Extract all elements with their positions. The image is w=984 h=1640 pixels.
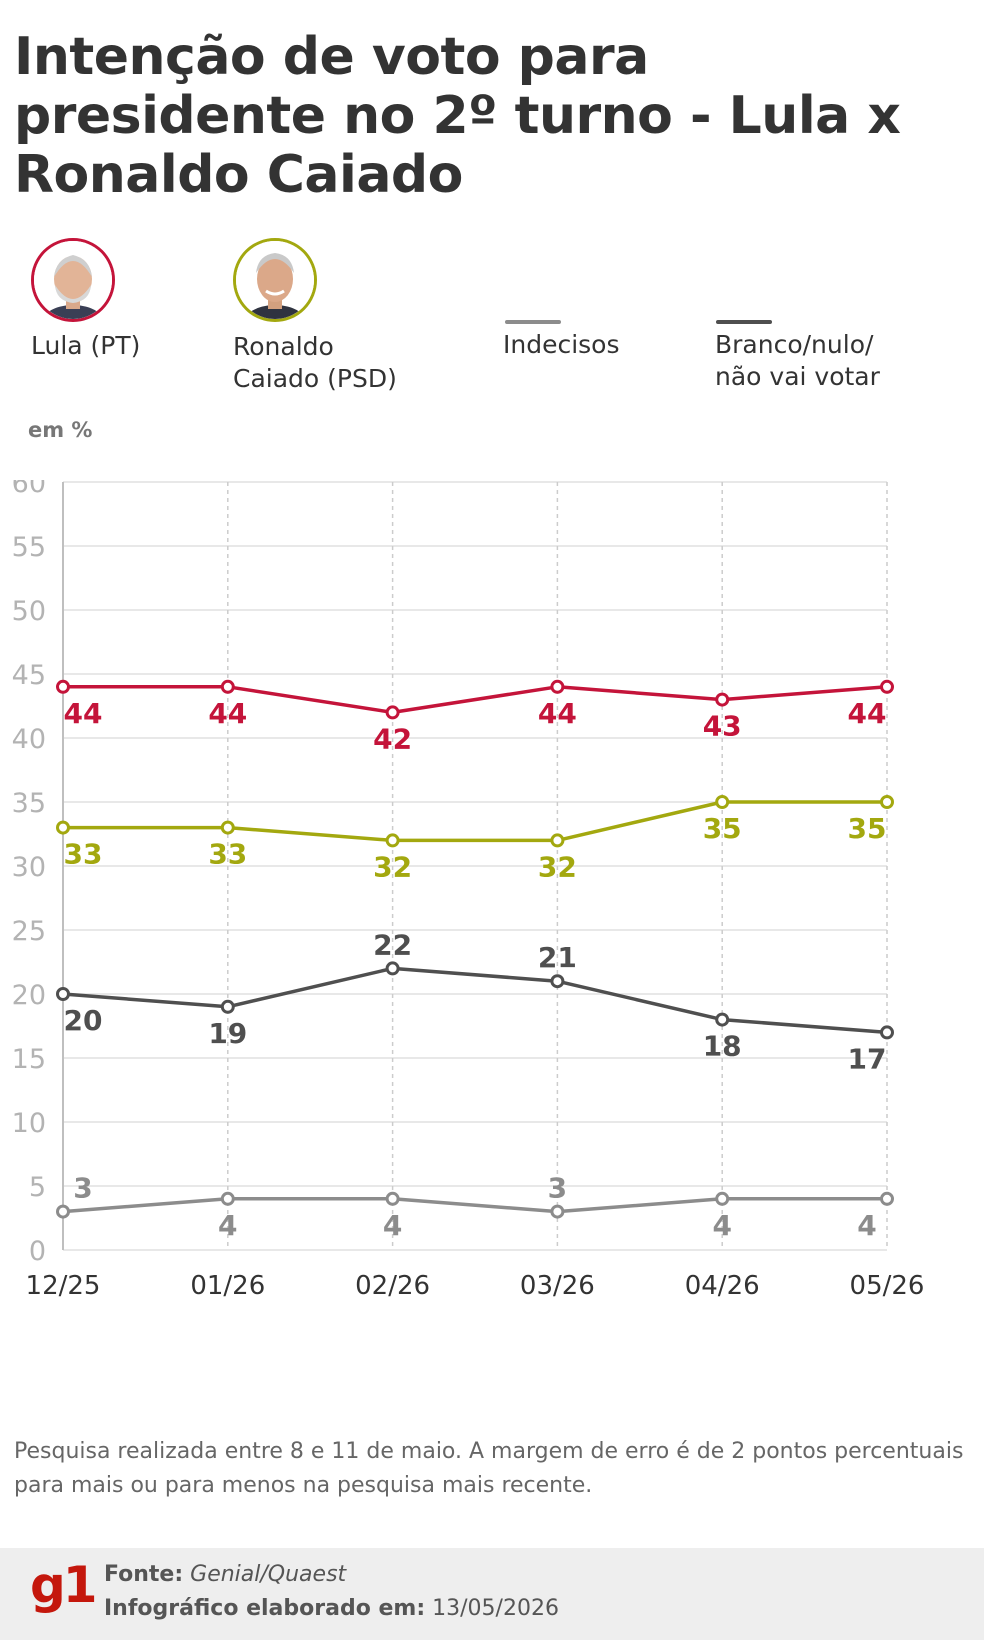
- data-point: [56, 1204, 70, 1219]
- data-point: [550, 1204, 565, 1219]
- data-point: [550, 974, 565, 989]
- data-label: 32: [538, 850, 577, 883]
- data-point: [715, 692, 730, 707]
- survey-note: Pesquisa realizada entre 8 e 11 de maio.…: [14, 1439, 964, 1498]
- data-label: 3: [548, 1172, 567, 1205]
- y-tick-label: 25: [12, 916, 46, 947]
- source-label: Fonte:: [104, 1562, 184, 1587]
- data-label: 32: [373, 850, 412, 883]
- y-tick-label: 0: [29, 1236, 46, 1267]
- data-point: [220, 999, 235, 1014]
- data-label: 44: [538, 697, 577, 730]
- data-label: 43: [703, 710, 742, 743]
- y-tick-label: 30: [12, 852, 46, 883]
- y-tick-label: 10: [12, 1108, 46, 1139]
- line-chart: 0 5 10 15 20 25 30 35 40 45 50 55 60 12/25 01/26 02/26 0…: [12, 480, 925, 1301]
- chart-title: Intenção de voto para presidente no 2º t…: [14, 27, 901, 205]
- data-label: 17: [848, 1042, 887, 1075]
- data-label: 4: [712, 1209, 731, 1242]
- data-point: [880, 795, 894, 809]
- series-line: [62, 966, 888, 1035]
- y-tick-label: 50: [12, 596, 46, 627]
- data-point: [880, 1025, 894, 1040]
- data-label: 35: [848, 812, 887, 845]
- data-label: 33: [208, 838, 247, 871]
- date-line: Infográfico elaborado em: 13/05/2026: [104, 1596, 559, 1621]
- x-tick-label: 03/26: [520, 1271, 595, 1301]
- data-point: [880, 679, 894, 694]
- y-tick-label: 5: [29, 1172, 46, 1203]
- data-point: [56, 820, 70, 835]
- data-point: [385, 1191, 400, 1206]
- data-point: [715, 1012, 730, 1027]
- data-label: 22: [373, 928, 412, 961]
- data-point: [715, 1191, 730, 1206]
- legend-label-branco-nulo: Branco/nulo/ não vai votar: [715, 330, 880, 391]
- data-point: [220, 679, 235, 694]
- x-tick-label: 01/26: [190, 1271, 265, 1301]
- data-label: 42: [373, 722, 412, 755]
- data-point: [385, 833, 400, 848]
- lula-photo-icon: [31, 238, 115, 322]
- y-tick-label: 40: [12, 724, 46, 755]
- data-label: 4: [218, 1209, 237, 1242]
- data-label: 4: [857, 1209, 876, 1242]
- y-tick-label: 15: [12, 1044, 46, 1075]
- y-tick-label: 55: [12, 532, 46, 563]
- data-point: [220, 1191, 235, 1206]
- x-tick-label: 05/26: [850, 1271, 925, 1301]
- x-tick-label: 04/26: [685, 1271, 760, 1301]
- data-point: [550, 833, 565, 848]
- data-label: 35: [703, 812, 742, 845]
- y-tick-label: 45: [12, 660, 46, 691]
- g1-logo: g1: [30, 1556, 98, 1614]
- data-label: 44: [64, 697, 103, 730]
- y-tick-label: 35: [12, 788, 46, 819]
- source-line: Fonte: Genial/Quaest: [104, 1562, 346, 1587]
- x-tick-label: 02/26: [355, 1271, 430, 1301]
- series-line: [62, 1197, 887, 1214]
- caiado-photo-icon: [233, 238, 317, 322]
- data-label: 33: [64, 838, 103, 871]
- y-tick-label: 20: [12, 980, 46, 1011]
- source-value: Genial/Quaest: [190, 1562, 347, 1587]
- data-label: 19: [208, 1017, 247, 1050]
- unit-label: em %: [28, 418, 93, 442]
- legend-swatch-branco-nulo: [716, 320, 772, 324]
- data-point: [385, 705, 400, 720]
- legend-label-lula: Lula (PT): [31, 331, 141, 360]
- series-line: [63, 800, 887, 843]
- footer: g1 Fonte: Genial/Quaest Infográfico elab…: [0, 1548, 984, 1640]
- data-point: [550, 679, 565, 694]
- data-point: [880, 1191, 894, 1206]
- data-point: [385, 961, 400, 976]
- data-label: 44: [208, 697, 247, 730]
- data-label: 4: [383, 1209, 402, 1242]
- series-line: [63, 685, 888, 715]
- data-point: [715, 795, 730, 809]
- y-tick-label: 60: [12, 480, 46, 499]
- data-label: 18: [703, 1030, 742, 1063]
- date-label: Infográfico elaborado em:: [104, 1596, 426, 1621]
- legend-label-indecisos: Indecisos: [503, 330, 620, 359]
- data-label: 44: [848, 697, 887, 730]
- date-value: 13/05/2026: [432, 1596, 559, 1621]
- data-point: [56, 679, 70, 694]
- data-label: 20: [64, 1004, 103, 1037]
- data-point: [56, 987, 70, 1001]
- data-label: 21: [538, 941, 577, 974]
- data-label: 3: [73, 1172, 92, 1205]
- data-point: [220, 820, 235, 835]
- x-tick-label: 12/25: [26, 1271, 101, 1301]
- legend-swatch-indecisos: [505, 320, 561, 324]
- legend-label-caiado: Ronaldo Caiado (PSD): [233, 332, 397, 393]
